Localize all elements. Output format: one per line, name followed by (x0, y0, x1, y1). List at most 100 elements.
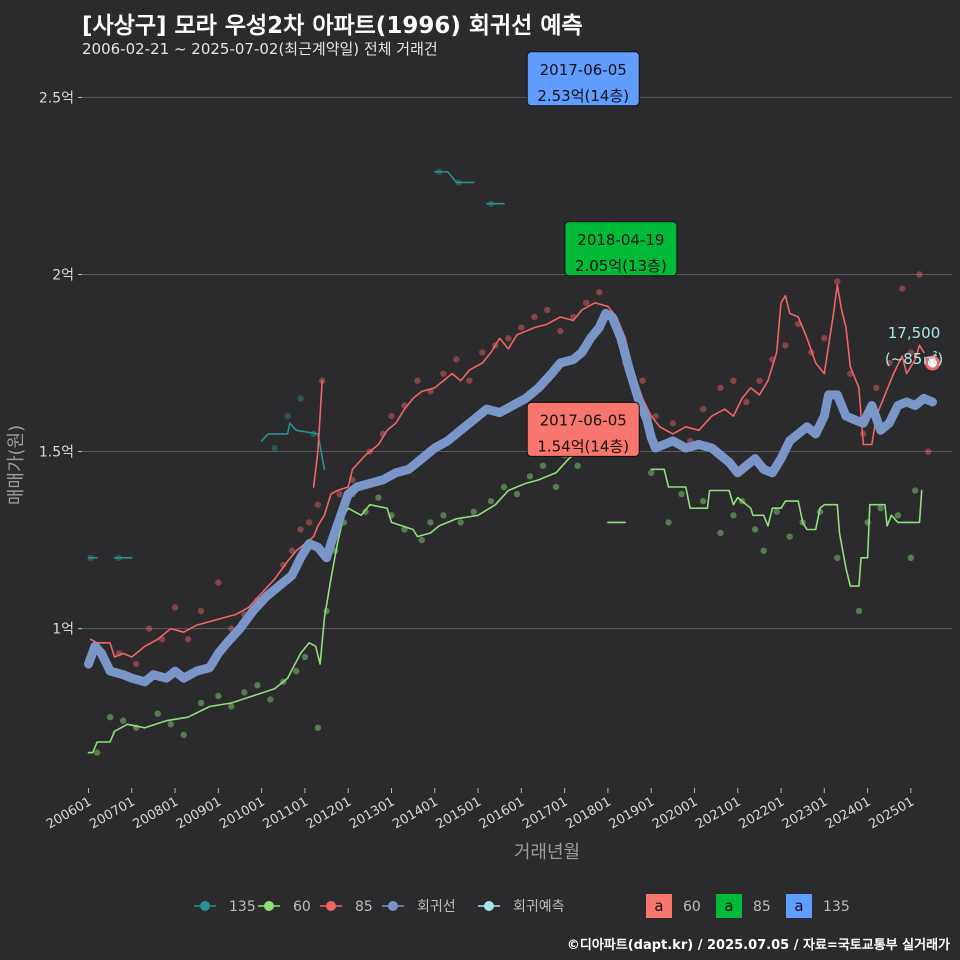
legend-box-glyph: a (794, 897, 803, 915)
y-tick-label: 2억 (52, 267, 74, 283)
data-point (267, 696, 274, 703)
data-point (873, 384, 880, 392)
max-price-annotation: 2018-04-19 2.05억(13층) (564, 221, 678, 277)
x-tick-label: 202401 (823, 794, 873, 832)
data-point (487, 497, 495, 505)
data-point (717, 384, 724, 392)
data-point (427, 519, 434, 526)
data-point (106, 713, 114, 721)
legend-layer: 135 60 85 회귀선 회귀예측 a 60 a 85 a 135 (194, 894, 850, 918)
data-point (314, 724, 322, 731)
forecast-area-label: (~85㎡) (885, 350, 943, 368)
x-tick-label: 200701 (87, 794, 137, 832)
data-point (834, 554, 841, 562)
annotation-date: 2018-04-19 (577, 231, 664, 249)
legend-item: 60 (258, 899, 311, 915)
legend-point-key (326, 901, 336, 911)
legend-point-key (484, 901, 494, 911)
series-line (260, 422, 326, 471)
data-point (544, 306, 551, 314)
x-tick-label: 201801 (563, 794, 613, 832)
data-point (531, 313, 538, 321)
legend-box-glyph: a (724, 897, 733, 915)
x-tick-label: 201601 (477, 794, 527, 832)
data-point (639, 377, 646, 384)
data-point (730, 377, 737, 384)
legend-box-label: 135 (823, 899, 850, 915)
legend-label: 회귀예측 (513, 899, 565, 915)
data-point (730, 512, 737, 519)
data-point (652, 412, 659, 420)
data-point (414, 377, 421, 384)
data-point (440, 512, 447, 519)
data-point (154, 710, 161, 717)
legend-box-key (786, 894, 812, 918)
data-point (717, 529, 724, 537)
data-point (271, 444, 278, 452)
legend-box-item: a 85 (716, 894, 771, 918)
data-point (877, 505, 884, 512)
legend-point-key (200, 901, 210, 911)
data-point (907, 554, 915, 562)
series-line (312, 379, 323, 488)
data-point (500, 483, 508, 491)
data-point (306, 519, 313, 526)
data-point (280, 561, 287, 569)
chart-title: [사상구] 모라 우성2차 아파트(1996) 회귀선 예측 (82, 13, 583, 39)
data-point (197, 607, 205, 615)
data-point (773, 508, 780, 515)
x-tick-label: 202301 (780, 794, 830, 832)
data-point (665, 519, 672, 526)
data-point (336, 490, 343, 498)
x-tick-label: 200801 (131, 794, 181, 832)
data-point (167, 721, 174, 728)
regression-line (84, 308, 937, 687)
data-point (518, 324, 525, 331)
data-point (855, 607, 863, 615)
forecast-price-label: 17,500 (888, 324, 941, 342)
data-point (751, 526, 759, 533)
legend-box-label: 60 (683, 899, 701, 915)
data-point (197, 699, 205, 707)
annotation-box (526, 51, 640, 107)
data-point (453, 356, 460, 363)
x-tick-label: 201301 (347, 794, 397, 832)
data-point (215, 579, 222, 586)
chart-subtitle: 2006-02-21 ~ 2025-07-02(최근계약일) 전체 거래건 (82, 40, 438, 58)
data-point (132, 660, 140, 668)
max-price-annotation: 2017-06-05 1.54억(14층) (526, 401, 640, 457)
x-axis-title: 거래년월 (514, 842, 580, 863)
annotation-box (526, 401, 640, 457)
data-point (297, 526, 304, 533)
legend-label: 135 (229, 899, 256, 915)
data-point (907, 349, 915, 356)
data-point (440, 370, 447, 377)
annotation-date: 2017-06-05 (540, 61, 627, 79)
data-point (288, 547, 296, 554)
data-point (301, 653, 309, 661)
legend-item: 회귀선 (382, 899, 456, 915)
data-point (93, 749, 101, 756)
legend-item: 135 (194, 899, 256, 915)
data-point (899, 285, 906, 292)
data-point (479, 349, 486, 356)
x-tick-label: 201401 (390, 794, 440, 832)
axis-layer: 1억 1.5억 2억 2.5억 2006012007012008012009012010… (6, 90, 917, 863)
legend-point-key (264, 901, 274, 911)
legend-box-item: a 135 (786, 894, 850, 918)
data-point (284, 412, 291, 420)
legend-box-glyph: a (654, 897, 663, 915)
data-point (362, 508, 369, 515)
series-line (650, 468, 923, 587)
data-point (388, 412, 395, 420)
data-point (583, 299, 590, 307)
y-tick-label: 1.5억 (39, 445, 74, 461)
annotation-layer: 17,500 (~85㎡) 2017-06-05 2.53억(14층) 2018-04-… (526, 51, 943, 457)
data-point (375, 494, 382, 501)
data-point (539, 462, 547, 469)
data-point (184, 636, 192, 643)
data-point (760, 547, 767, 554)
data-point (171, 604, 179, 611)
data-point (574, 462, 581, 469)
